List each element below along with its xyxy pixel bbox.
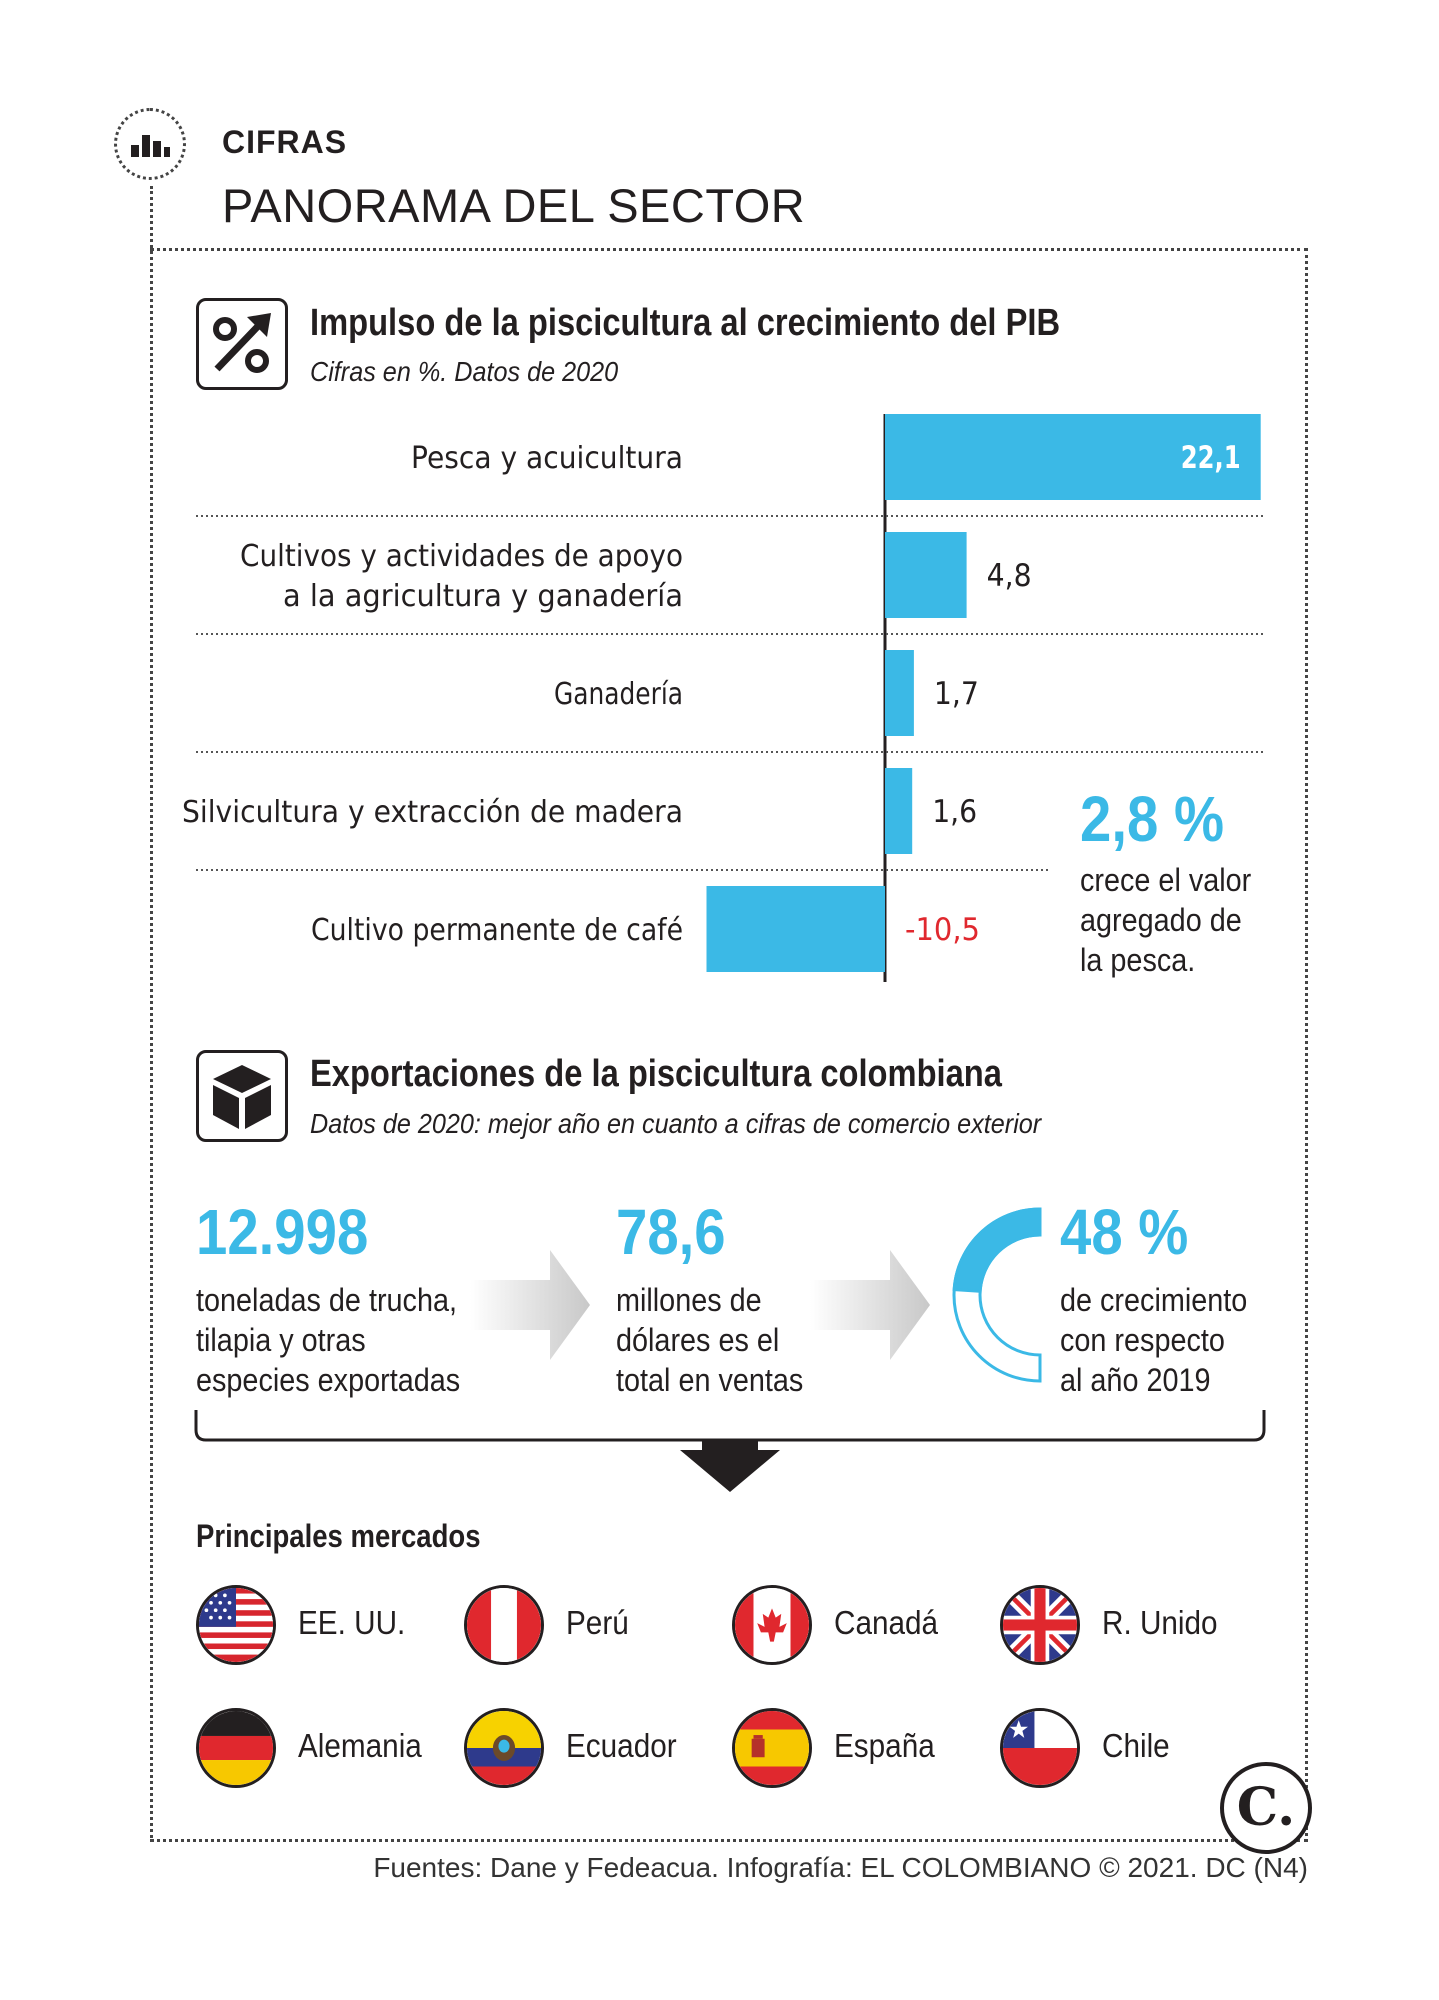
category-label-2-0: Ganadería <box>554 677 683 712</box>
headline: PANORAMA DEL SECTOR <box>222 179 806 232</box>
frame-left-line <box>150 186 153 1838</box>
germany-flag-icon <box>196 1708 276 1788</box>
highlight-line-3: la pesca. <box>1080 942 1196 978</box>
header-chart-icon <box>114 108 186 180</box>
category-label-4-0: Cultivo permanente de café <box>311 913 683 948</box>
market-chile: Chile <box>1102 1727 1170 1764</box>
uk-flag-icon <box>1000 1585 1080 1665</box>
bar-value-label-3: 1,6 <box>932 794 977 830</box>
arrow-right-icon <box>470 1250 590 1360</box>
section2-title: Exportaciones de la piscicultura colombi… <box>310 1053 1002 1095</box>
percent-growth-icon <box>196 298 288 390</box>
market-germany: Alemania <box>298 1727 422 1764</box>
growth-ring-chart <box>952 1207 1042 1383</box>
peru-flag-icon <box>464 1585 544 1665</box>
section2-subtitle: Datos de 2020: mejor año en cuanto a cif… <box>310 1108 1042 1139</box>
highlight-line-2: agregado de <box>1080 902 1242 938</box>
stat-tons-line-2: tilapia y otras <box>196 1322 366 1358</box>
logo-text: C. <box>1236 1777 1296 1838</box>
highlight-value: 2,8 % <box>1080 783 1225 855</box>
category-label-1-1: a la agricultura y ganadería <box>283 579 683 614</box>
ring-fill <box>952 1207 1042 1293</box>
stat-tons-value: 12.998 <box>196 1196 369 1268</box>
category-label-0-0: Pesca y acuicultura <box>411 441 683 476</box>
stat-sales-line-3: total en ventas <box>616 1362 804 1398</box>
section1-title: Impulso de la piscicultura al crecimient… <box>310 302 1061 344</box>
package-box-icon <box>196 1050 288 1142</box>
category-label-3-0: Silvicultura y extracción de madera <box>182 795 683 830</box>
market-canada: Canadá <box>834 1604 939 1641</box>
stat-growth-value: 48 % <box>1060 1196 1189 1268</box>
stat-sales-line-1: millones de <box>616 1282 762 1318</box>
pib-bar-chart: 22,1 Pesca y acuicultura 4,8 Cultivos y act… <box>182 414 1265 982</box>
bar-1 <box>885 532 967 618</box>
arrow-right-icon <box>810 1250 930 1360</box>
stat-tons-line-1: toneladas de trucha, <box>196 1282 457 1318</box>
bar-value-label-2: 1,7 <box>934 676 979 712</box>
footer-credits: Fuentes: Dane y Fedeacua. Infografía: EL… <box>373 1852 1308 1883</box>
canada-flag-icon <box>732 1585 812 1665</box>
bar-value-label-4: -10,5 <box>905 912 980 948</box>
stat-sales-value: 78,6 <box>616 1196 726 1268</box>
kicker: CIFRAS <box>222 124 348 160</box>
spain-flag-icon <box>732 1708 812 1788</box>
bracket-down-arrow <box>194 1410 1266 1492</box>
stat-growth-line-3: al año 2019 <box>1060 1362 1211 1398</box>
frame <box>150 248 1308 1842</box>
stat-sales-line-2: dólares es el <box>616 1322 780 1358</box>
bar-4 <box>706 886 885 972</box>
markets-title: Principales mercados <box>196 1518 481 1554</box>
stat-growth-line-1: de crecimiento <box>1060 1282 1248 1318</box>
bar-3 <box>885 768 913 854</box>
bar-0 <box>885 414 1261 500</box>
el-colombiano-logo: C. <box>1220 1762 1312 1854</box>
market-spain: España <box>834 1727 935 1764</box>
market-ecuador: Ecuador <box>566 1727 677 1764</box>
stat-growth-line-2: con respecto <box>1060 1322 1225 1358</box>
chile-flag-icon <box>1000 1708 1080 1788</box>
market-uk: R. Unido <box>1102 1604 1218 1641</box>
ecuador-flag-icon <box>464 1708 544 1788</box>
section1-subtitle: Cifras en %. Datos de 2020 <box>310 356 619 387</box>
usa-flag-icon <box>196 1585 276 1665</box>
bar-2 <box>885 650 914 736</box>
stat-tons-line-3: especies exportadas <box>196 1362 461 1398</box>
market-usa: EE. UU. <box>298 1604 406 1641</box>
bar-value-label-1: 4,8 <box>987 558 1032 594</box>
market-peru: Perú <box>566 1604 629 1641</box>
highlight-line-1: crece el valor <box>1080 862 1252 898</box>
bar-value-label-0: 22,1 <box>1181 440 1241 476</box>
category-label-1-0: Cultivos y actividades de apoyo <box>240 539 683 574</box>
